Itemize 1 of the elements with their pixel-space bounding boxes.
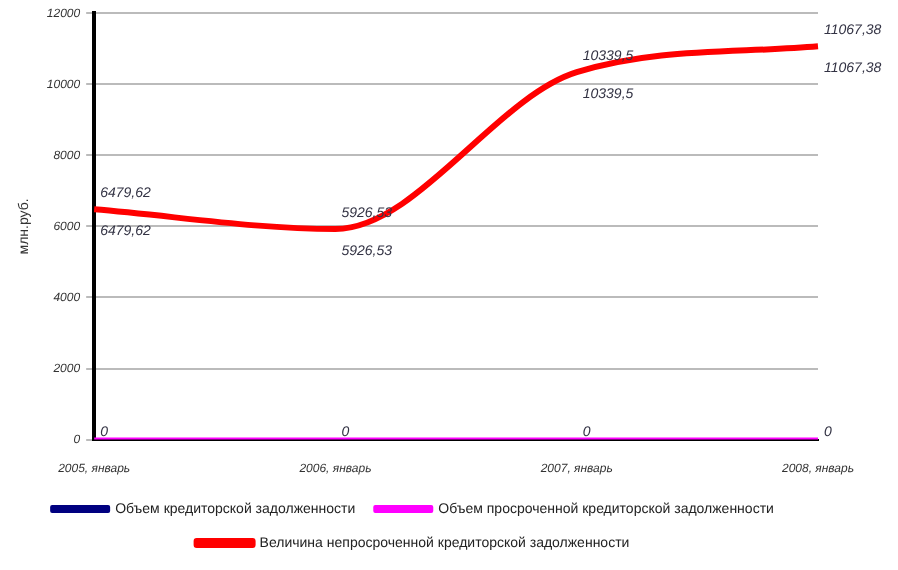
line-series xyxy=(91,43,821,233)
